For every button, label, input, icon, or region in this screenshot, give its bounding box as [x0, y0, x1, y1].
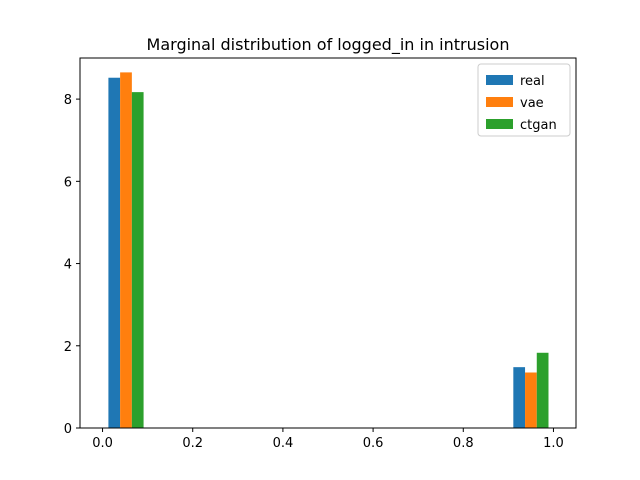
x-tick-label: 1.0: [543, 436, 564, 451]
bar-vae-1: [525, 372, 537, 428]
bar-real-0: [108, 77, 121, 428]
legend-label-real: real: [520, 74, 545, 89]
y-tick-label: 6: [64, 175, 72, 190]
y-tick-label: 2: [64, 340, 72, 355]
legend-swatch-real: [486, 75, 513, 85]
legend-label-vae: vae: [520, 96, 544, 111]
axes-frame: [79, 57, 577, 429]
y-tick-label: 4: [64, 258, 72, 273]
bar-real-1: [513, 367, 526, 428]
legend-swatch-vae: [486, 97, 513, 107]
bar-ctgan-0: [131, 92, 144, 428]
bars-layer: [108, 72, 549, 428]
x-tick-label: 0.8: [453, 436, 474, 451]
x-tick-label: 0.4: [273, 436, 294, 451]
bar-vae-0: [120, 72, 132, 428]
x-axis: 0.0 0.2 0.4 0.6 0.8 1.0: [92, 428, 564, 451]
x-tick-label: 0.2: [182, 436, 203, 451]
x-tick-label: 0.6: [363, 436, 384, 451]
y-tick-label: 8: [64, 93, 72, 108]
chart-title: Marginal distribution of logged_in in in…: [147, 35, 510, 55]
legend-swatch-ctgan: [486, 119, 513, 129]
y-axis: 0 2 4 6 8: [64, 93, 80, 437]
y-tick-label: 0: [64, 422, 72, 437]
legend-label-ctgan: ctgan: [520, 118, 557, 133]
x-tick-label: 0.0: [92, 436, 113, 451]
legend: real vae ctgan: [477, 63, 571, 137]
bar-ctgan-1: [536, 352, 549, 428]
